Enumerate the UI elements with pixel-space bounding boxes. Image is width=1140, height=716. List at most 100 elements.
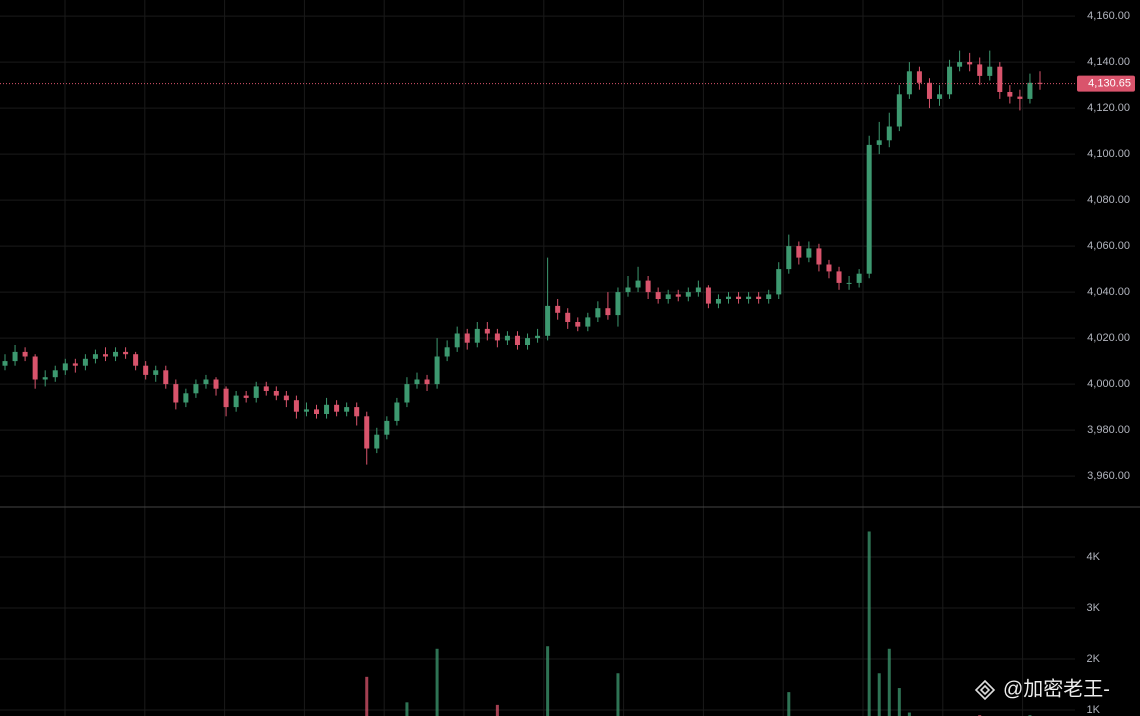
candle-body	[685, 292, 691, 297]
candle-body	[756, 296, 762, 299]
candle-body	[625, 287, 631, 293]
y-tick-label: 4,080.00	[1087, 194, 1130, 206]
candle-body	[856, 273, 862, 283]
candle-body	[595, 308, 601, 318]
candle-body	[12, 351, 18, 362]
candle-body	[695, 287, 701, 293]
y-tick-label: 4,020.00	[1087, 332, 1130, 344]
candle-body	[947, 66, 953, 95]
candle-body	[776, 269, 782, 295]
candle-body	[434, 356, 440, 385]
candle-body	[967, 62, 973, 65]
candle-body	[615, 292, 621, 316]
candle-body	[545, 305, 551, 336]
candle-body	[334, 404, 340, 412]
volume-tick-label: 4K	[1087, 551, 1101, 563]
candle-body	[72, 363, 78, 366]
candle-body	[283, 395, 289, 401]
candle-body	[987, 66, 993, 76]
candle-body	[535, 335, 541, 339]
candle-body	[565, 312, 571, 322]
candle-body	[504, 335, 510, 341]
candle-body	[404, 384, 410, 403]
candle-body	[153, 370, 159, 375]
candle-body	[243, 395, 249, 398]
candle-body	[314, 409, 320, 414]
volume-pane	[365, 531, 1032, 716]
candle-body	[133, 354, 139, 366]
volume-bar	[405, 702, 409, 716]
candle-body	[52, 370, 58, 378]
price-pane	[0, 50, 1077, 465]
candle-body	[484, 328, 490, 334]
candle-body	[102, 354, 108, 357]
candle-body	[715, 299, 721, 304]
candle-body	[997, 66, 1003, 92]
candle-body	[866, 144, 872, 274]
candle-body	[605, 308, 611, 316]
candle-body	[344, 407, 350, 412]
candle-body	[474, 328, 480, 343]
volume-bar	[887, 648, 891, 716]
volume-bar	[897, 688, 901, 716]
watermark: @加密老王-	[974, 677, 1110, 701]
candle-body	[806, 248, 812, 258]
y-tick-label: 4,120.00	[1087, 102, 1130, 114]
last-price-label: 4,130.65	[1088, 78, 1131, 90]
candle-body	[876, 140, 882, 145]
volume-tick-label: 1K	[1087, 704, 1101, 716]
candle-body	[575, 322, 581, 327]
candle-body	[354, 407, 360, 417]
candle-body	[926, 82, 932, 99]
candle-body	[143, 365, 149, 375]
candle-body	[2, 361, 8, 366]
candle-body	[645, 280, 651, 293]
candle-body	[253, 386, 259, 398]
candle-body	[444, 347, 450, 357]
volume-bar	[546, 646, 550, 716]
volume-tick-label: 3K	[1087, 602, 1101, 614]
candle-body	[92, 354, 98, 359]
candle-body	[213, 379, 219, 389]
candle-body	[424, 379, 430, 385]
candle-body	[364, 416, 370, 449]
candle-body	[123, 351, 129, 355]
candle-body	[494, 333, 500, 341]
candle-body	[62, 363, 68, 371]
candle-body	[514, 335, 520, 345]
grid	[0, 0, 1075, 716]
candle-body	[796, 246, 802, 258]
candle-body	[1017, 96, 1023, 99]
candle-body	[113, 351, 119, 357]
watermark-icon	[974, 679, 996, 701]
volume-bar	[787, 692, 791, 716]
candle-body	[725, 296, 731, 299]
candle-body	[786, 246, 792, 270]
candle-body	[374, 434, 380, 449]
candle-body	[32, 356, 38, 380]
candle-body	[937, 94, 943, 99]
y-tick-label: 4,100.00	[1087, 148, 1130, 160]
volume-bar	[867, 531, 871, 716]
candle-body	[293, 400, 299, 412]
candle-body	[846, 282, 852, 284]
candle-body	[746, 296, 752, 299]
candle-body	[957, 62, 963, 67]
volume-bar	[877, 673, 881, 716]
candle-body	[394, 402, 400, 421]
price-axis: 3,960.00 3,980.00 4,000.00 4,020.00 4,040.00…	[1077, 10, 1135, 716]
candle-body	[635, 280, 641, 288]
candle-body	[555, 305, 561, 313]
candle-body	[384, 420, 390, 435]
candle-body	[906, 71, 912, 95]
volume-bar	[435, 648, 439, 716]
candle-body	[977, 64, 983, 76]
candle-body	[675, 294, 681, 297]
volume-bar	[616, 673, 620, 716]
candle-body	[82, 358, 88, 366]
y-tick-label: 4,140.00	[1087, 56, 1130, 68]
y-tick-label: 3,980.00	[1087, 424, 1130, 436]
candle-body	[916, 71, 922, 83]
volume-tick-label: 2K	[1087, 653, 1101, 665]
